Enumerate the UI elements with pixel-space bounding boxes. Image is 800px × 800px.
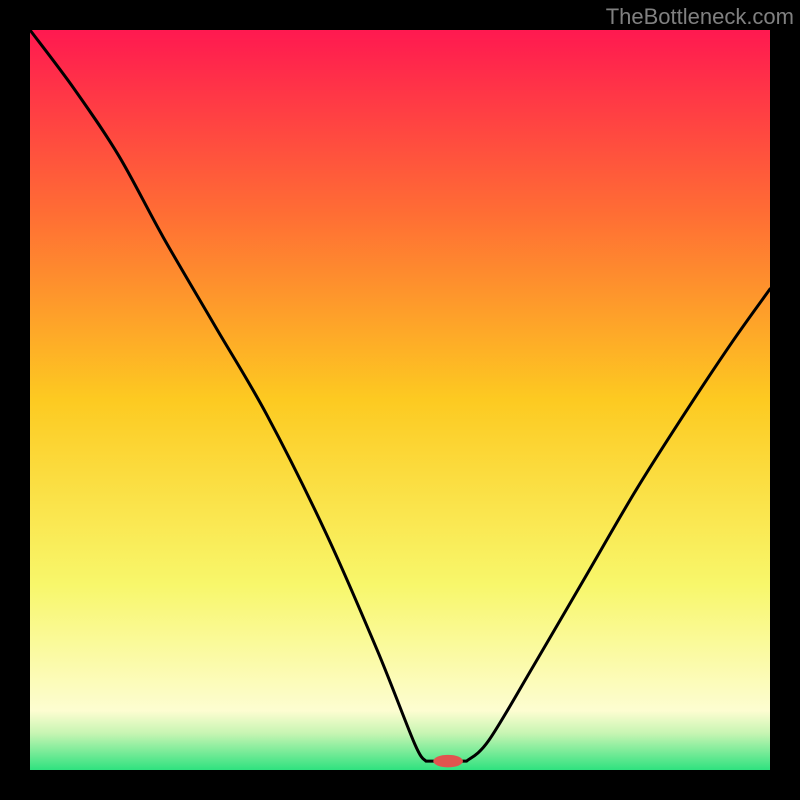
optimal-marker — [433, 755, 463, 768]
chart-svg — [0, 0, 800, 800]
plot-background — [30, 30, 770, 770]
bottleneck-chart: TheBottleneck.com — [0, 0, 800, 800]
